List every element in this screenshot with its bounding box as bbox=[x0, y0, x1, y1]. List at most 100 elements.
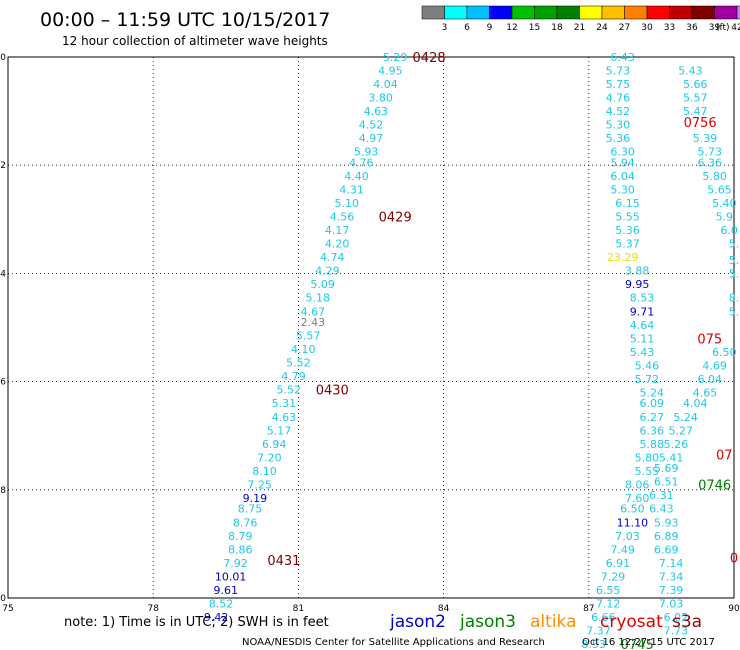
wave-height-label: 4.29 bbox=[315, 265, 340, 278]
wave-height-label: 6.27 bbox=[639, 411, 664, 424]
color-scale-label: 6 bbox=[464, 23, 470, 33]
wave-height-label: 5.57 bbox=[296, 330, 321, 343]
color-scale-swatch bbox=[624, 5, 648, 20]
wave-height-label: 7.60 bbox=[625, 492, 650, 505]
wave-height-label: 5.80 bbox=[635, 451, 660, 464]
page-subtitle: 12 hour collection of altimeter wave hei… bbox=[62, 34, 328, 48]
wave-height-label: 6.69 bbox=[654, 543, 679, 556]
wave-height-label: 5.9 bbox=[716, 211, 734, 224]
y-tick-label: -8 bbox=[0, 486, 6, 496]
axis-ticks: 75 78 81 84 87 90 0 -2 -4 -6 -8 -10 bbox=[0, 53, 740, 614]
legend-entry-altika: altika bbox=[530, 612, 577, 632]
y-tick-label: -6 bbox=[0, 378, 6, 388]
wave-height-label: 4.67 bbox=[301, 305, 326, 318]
wave-height-label: 2.43 bbox=[301, 316, 326, 329]
wave-height-label: 3.88 bbox=[625, 265, 650, 278]
pass-time-label: 07 bbox=[716, 449, 733, 464]
color-scale-label: 15 bbox=[529, 23, 540, 33]
wave-height-label: 5. bbox=[729, 254, 740, 267]
color-scale-swatch bbox=[646, 5, 670, 20]
wave-height-label: 5.24 bbox=[639, 386, 664, 399]
wave-height-label: 7.49 bbox=[610, 543, 635, 556]
wave-height-label: 4.04 bbox=[373, 78, 398, 91]
wave-height-label: 5. bbox=[729, 267, 740, 280]
wave-height-label: 8.53 bbox=[630, 292, 655, 305]
color-scale-unit: (ft) bbox=[716, 23, 730, 33]
plot-frame bbox=[7, 56, 735, 599]
wave-height-label: 7.12 bbox=[596, 597, 621, 610]
wave-height-label: 6.94 bbox=[262, 438, 287, 451]
pass-time-label: 075 bbox=[697, 332, 722, 347]
pass-time-label: 0428 bbox=[413, 51, 446, 66]
wave-height-label: 5.31 bbox=[272, 397, 297, 410]
color-scale-swatch bbox=[421, 5, 445, 20]
color-scale-label: 30 bbox=[641, 23, 653, 33]
wave-height-label: 5. bbox=[729, 305, 740, 318]
wave-height-label: 8.75 bbox=[238, 503, 263, 516]
wave-height-label: 6.02 bbox=[664, 611, 689, 624]
wave-height-label: 5.73 bbox=[698, 146, 723, 159]
x-tick-label: 81 bbox=[293, 604, 304, 614]
wave-height-label: 8.06 bbox=[625, 478, 650, 491]
wave-height-label: 4.97 bbox=[359, 132, 384, 145]
wave-height-label: 6.55 bbox=[596, 584, 621, 597]
wave-height-label: 5.36 bbox=[615, 224, 640, 237]
wave-height-label: 23.29 bbox=[607, 251, 639, 264]
wave-height-label: 5.10 bbox=[335, 197, 360, 210]
wave-height-label: 5.24 bbox=[673, 411, 698, 424]
color-scale-label: 3 bbox=[442, 23, 448, 33]
color-scale-swatch bbox=[691, 5, 715, 20]
wave-height-label: 6.43 bbox=[610, 51, 635, 64]
wave-height-label: 5.18 bbox=[306, 292, 331, 305]
wave-height-label: 5.36 bbox=[606, 132, 631, 145]
wave-height-label: 7.29 bbox=[601, 570, 626, 583]
wave-height-label: 4.69 bbox=[702, 359, 727, 372]
wave-height-label: 6.15 bbox=[615, 197, 640, 210]
y-tick-label: -2 bbox=[0, 161, 6, 171]
wave-height-label: 6.31 bbox=[649, 489, 674, 502]
x-tick-label: 75 bbox=[2, 604, 13, 614]
wave-height-label: 9.95 bbox=[625, 278, 650, 291]
pass-time-label: 0429 bbox=[379, 211, 412, 226]
wave-height-label: 3.80 bbox=[368, 92, 393, 105]
wave-height-label: 5.27 bbox=[669, 424, 694, 437]
wave-height-label: 4.10 bbox=[291, 343, 316, 356]
wave-height-label: 4.56 bbox=[330, 211, 355, 224]
wave-height-label: 9.19 bbox=[243, 492, 268, 505]
wave-height-label: 5.40 bbox=[712, 197, 737, 210]
wave-height-label: 5.80 bbox=[702, 170, 727, 183]
color-scale-label: 39 bbox=[709, 23, 721, 33]
wave-height-label: 5.65 bbox=[707, 184, 732, 197]
color-scale-swatch bbox=[714, 5, 738, 20]
wave-height-label: 7.25 bbox=[247, 478, 272, 491]
color-scale-swatch bbox=[669, 5, 693, 20]
wave-height-label: 8.10 bbox=[252, 465, 277, 478]
wave-height-label: 6.30 bbox=[610, 146, 635, 159]
wave-height-label: 5.55 bbox=[635, 465, 660, 478]
wave-height-label: 9.61 bbox=[214, 584, 239, 597]
legend-entry-jason3: jason3 bbox=[459, 612, 516, 632]
wave-height-label: 4.74 bbox=[320, 251, 345, 264]
wave-height-label: 6.66 bbox=[591, 611, 616, 624]
wave-height-label: 5.11 bbox=[630, 332, 655, 345]
footer-timestamp: Oct 16 12:27:15 UTC 2017 bbox=[582, 637, 715, 648]
x-tick-label: 87 bbox=[583, 604, 594, 614]
wave-height-label: 5.39 bbox=[693, 132, 718, 145]
legend-entry-jason2: jason2 bbox=[389, 612, 446, 632]
x-tick-label: 90 bbox=[728, 604, 740, 614]
wave-height-label: 6.50 bbox=[712, 346, 737, 359]
color-scale-label: 9 bbox=[487, 23, 493, 33]
page-title: 00:00 – 11:59 UTC 10/15/2017 bbox=[40, 9, 330, 31]
wave-height-label: 7.03 bbox=[615, 530, 640, 543]
wave-height-label: 4.76 bbox=[349, 156, 374, 169]
y-tick-label: 0 bbox=[0, 53, 6, 63]
pass-time-label: 0431 bbox=[267, 554, 300, 569]
color-scale-label: 12 bbox=[506, 23, 517, 33]
wave-height-label: 5.93 bbox=[354, 146, 379, 159]
color-scale-swatch bbox=[534, 5, 558, 20]
color-scale-swatch bbox=[444, 5, 468, 20]
wave-height-label: 5.30 bbox=[610, 184, 635, 197]
y-tick-label: -10 bbox=[0, 594, 6, 604]
wave-height-label: 8.79 bbox=[228, 530, 253, 543]
pass-time-label: 0756 bbox=[684, 116, 717, 131]
